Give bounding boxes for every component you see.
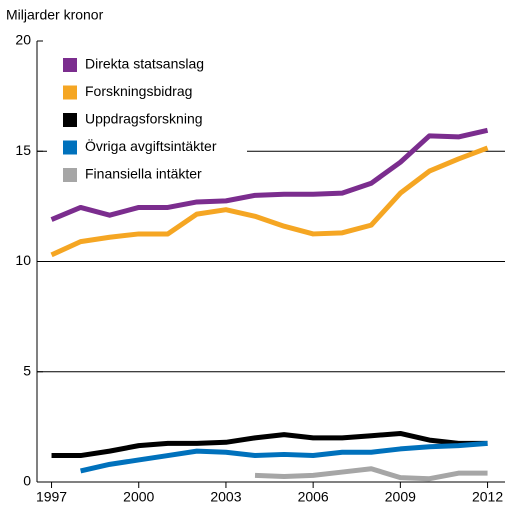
- legend-swatch: [63, 58, 77, 72]
- y-tick-label: 0: [23, 473, 31, 489]
- line: [254, 466, 488, 482]
- x-tick-label: 2009: [385, 489, 416, 505]
- legend-label: Övriga avgiftsintäkter: [85, 137, 217, 154]
- line: [80, 440, 488, 474]
- y-tick-label: 20: [15, 32, 31, 48]
- x-tick-label: 2006: [298, 489, 329, 505]
- legend-label: Direkta statsanslag: [85, 56, 204, 72]
- legend-swatch: [63, 168, 77, 182]
- legend-swatch: [63, 140, 77, 155]
- y-tick-label: 10: [15, 252, 31, 268]
- y-tick-label: 5: [23, 362, 31, 378]
- line: [50, 145, 489, 258]
- legend-label: Uppdragsforskning: [85, 111, 203, 127]
- legend-swatch: [63, 113, 77, 127]
- x-tick-label: 2012: [472, 489, 503, 505]
- x-tick-label: 1997: [36, 489, 67, 505]
- legend-box: [47, 49, 247, 179]
- line: [51, 430, 488, 459]
- x-tick-label: 2003: [210, 489, 241, 505]
- legend-label: Forskningsbidrag: [85, 83, 192, 99]
- y-axis-label: Miljarder kronor: [6, 7, 104, 23]
- x-tick-label: 2000: [123, 489, 154, 505]
- legend-label: Finansiella intäkter: [85, 166, 202, 182]
- legend-swatch: [63, 85, 77, 100]
- y-tick-label: 15: [15, 142, 31, 158]
- line: [50, 127, 489, 222]
